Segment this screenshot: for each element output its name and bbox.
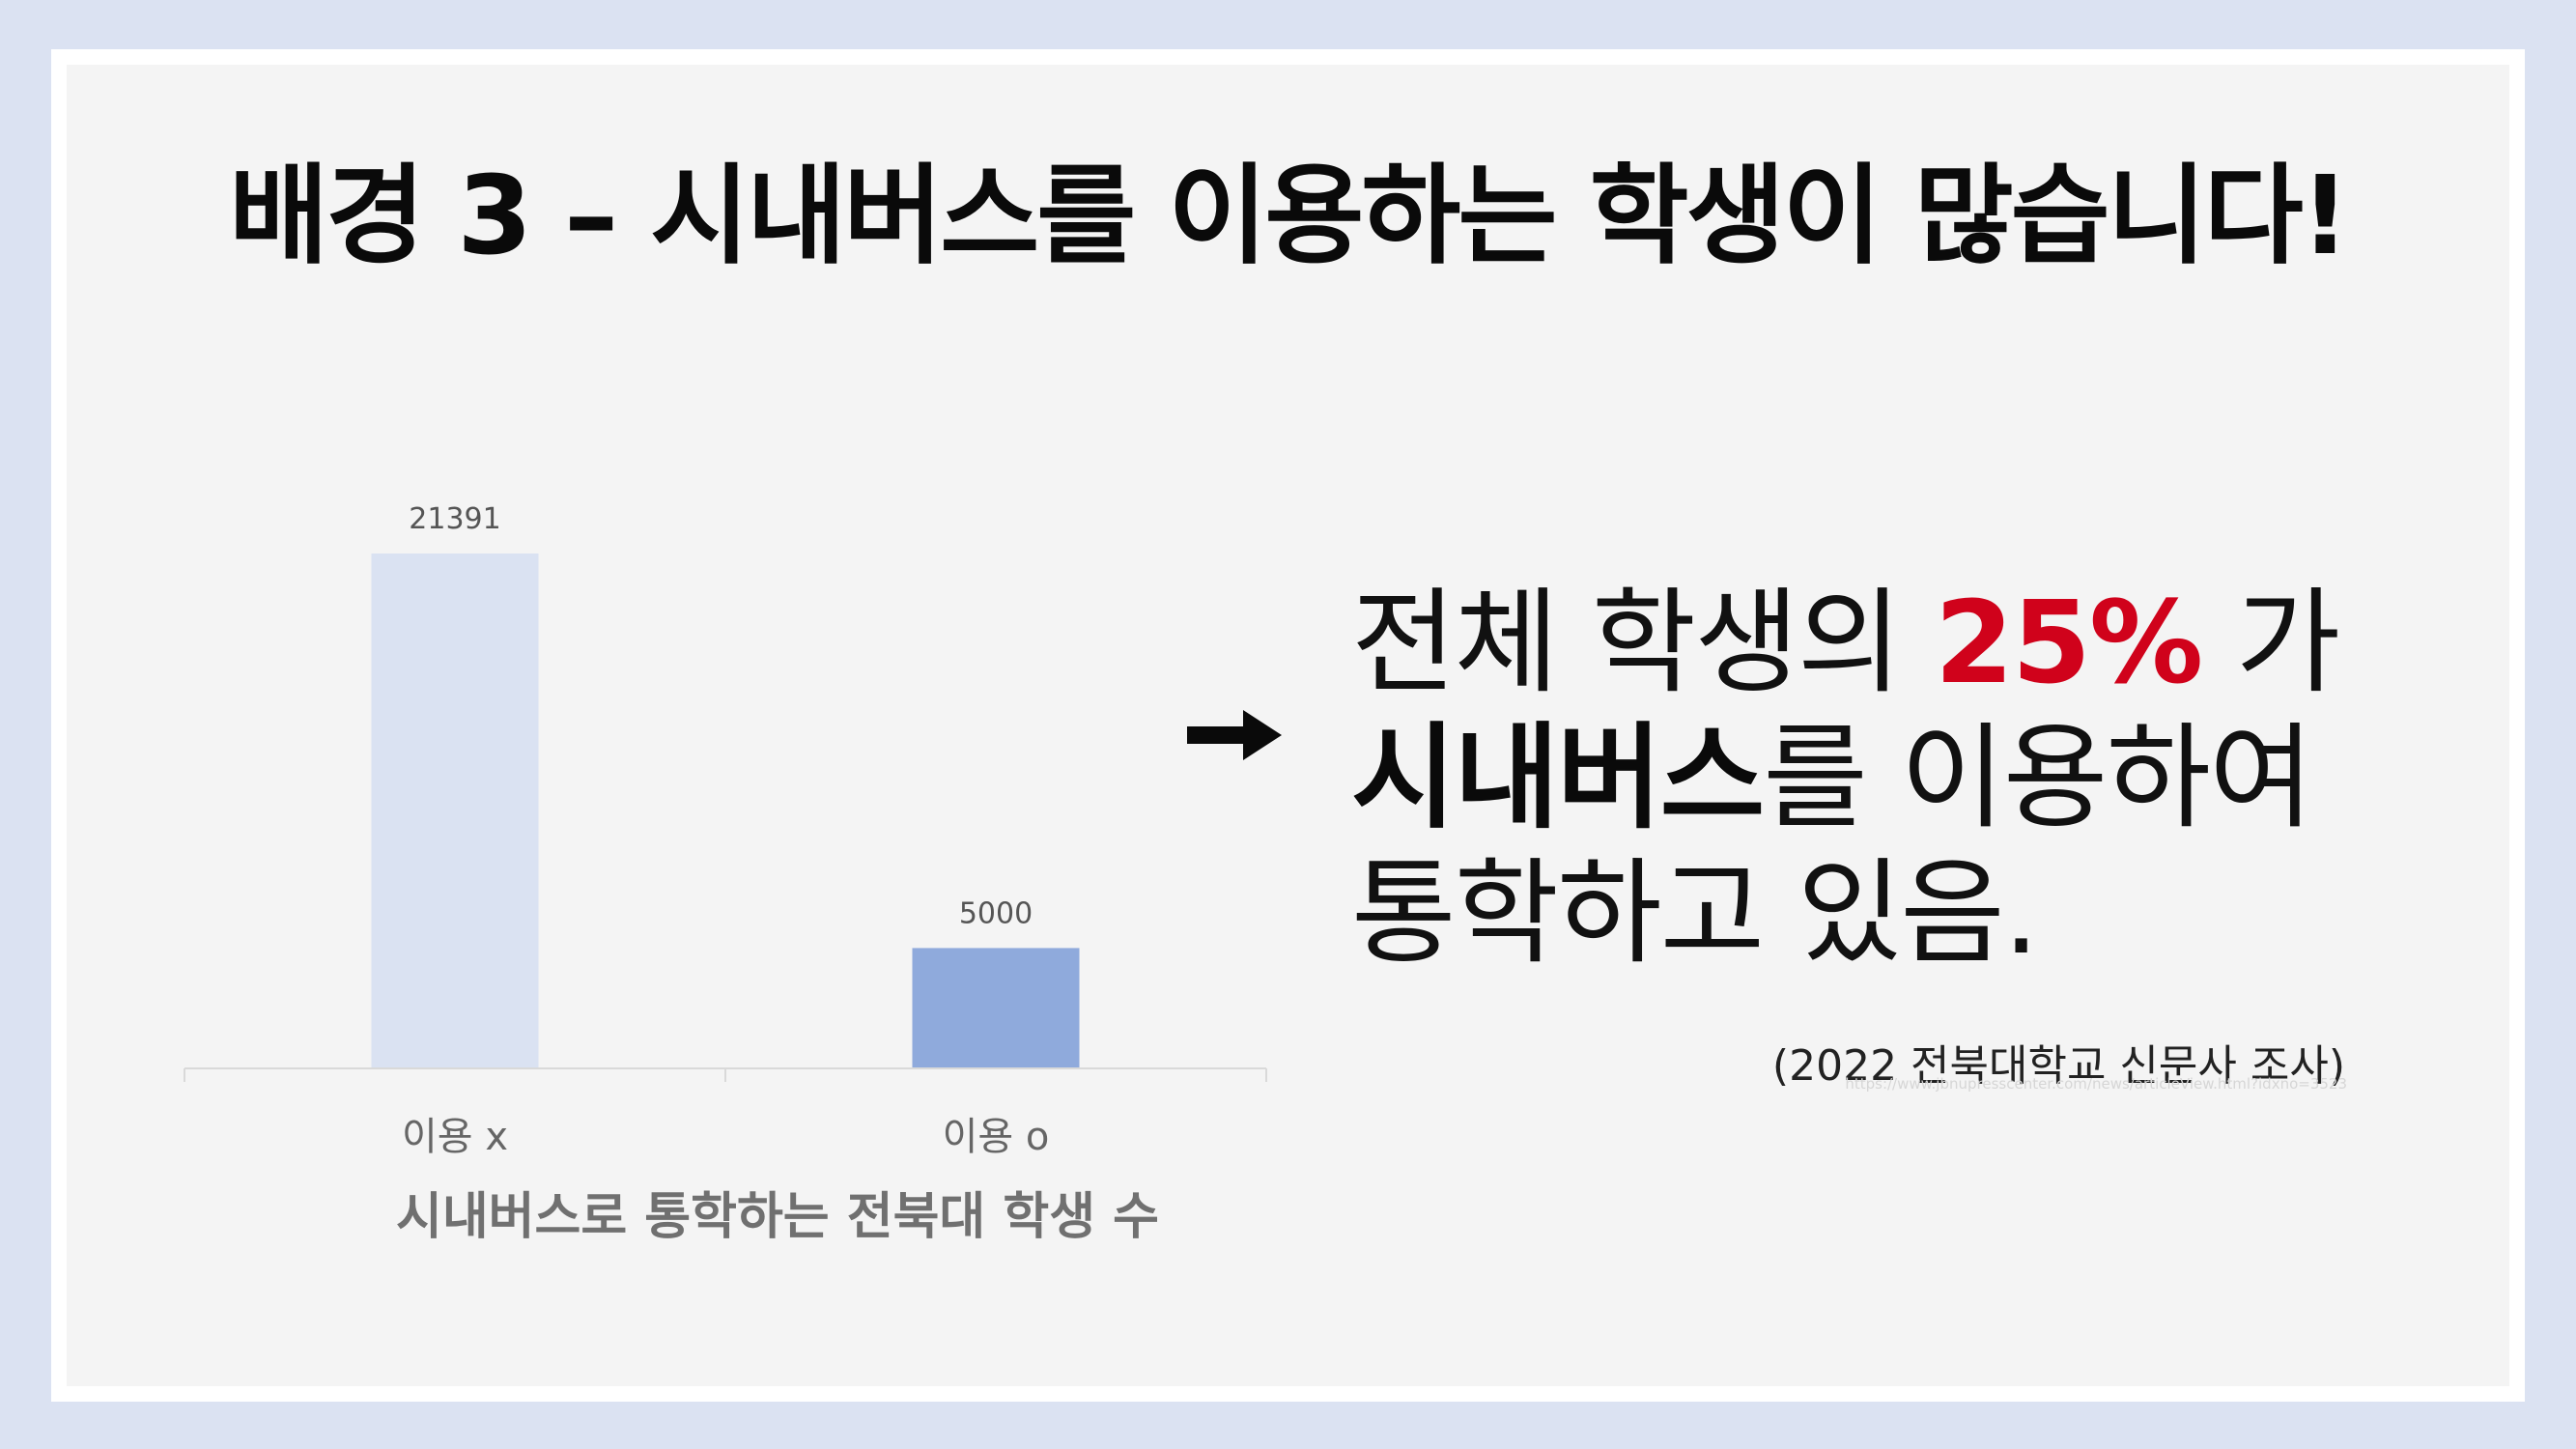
source-link[interactable]: https://www.jbnupresscenter.com/news/art… — [1845, 1075, 2347, 1093]
data-label: 21391 — [409, 502, 500, 536]
category-label: 이용 o — [943, 1115, 1050, 1159]
slide: 배경 3 – 시내버스를 이용하는 학생이 많습니다! 21391 이용 x 500… — [67, 65, 2509, 1386]
source-citation: (2022 전북대학교 신문사 조사) — [1771, 1041, 2345, 1091]
statement-line-2: 시내버스를 이용하여 — [1351, 710, 2462, 845]
summary-statement: 전체 학생의 25% 가 시내버스를 이용하여 통학하고 있음. — [1351, 575, 2462, 980]
slide-title: 배경 3 – 시내버스를 이용하는 학생이 많습니다! — [229, 154, 2350, 279]
bar-1 — [371, 554, 539, 1068]
highlight-city-bus: 시내버스 — [1351, 711, 1765, 844]
right-arrow-icon — [1187, 710, 1282, 760]
bar-chart: 21391 이용 x 5000 이용 o — [184, 502, 1267, 1159]
statement-line-3: 통학하고 있음. — [1351, 846, 2039, 980]
statement-line-1: 전체 학생의 25% 가 — [1351, 575, 2462, 710]
highlight-percentage: 25% — [1934, 576, 2203, 709]
statement-text: 전체 학생의 — [1351, 576, 1935, 709]
statement-text: 를 이용하여 — [1763, 711, 2313, 844]
chart-title: 시내버스로 통학하는 전북대 학생 수 — [395, 1188, 1159, 1246]
bar-2 — [912, 948, 1080, 1068]
category-label: 이용 x — [402, 1115, 508, 1159]
statement-text: 가 — [2201, 576, 2341, 709]
data-label: 5000 — [959, 896, 1033, 930]
slide-frame: 배경 3 – 시내버스를 이용하는 학생이 많습니다! 21391 이용 x 500… — [51, 49, 2525, 1402]
